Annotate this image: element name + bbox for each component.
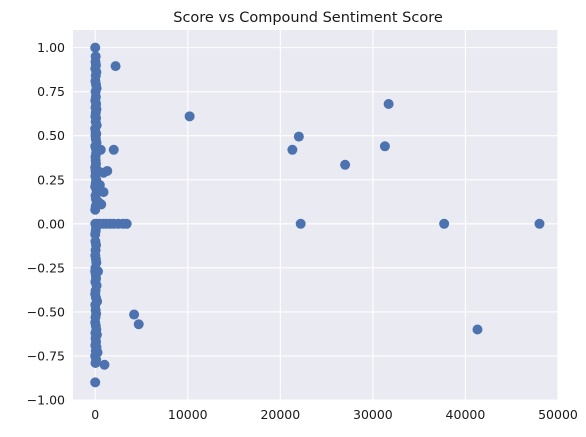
data-point (108, 144, 119, 155)
data-point (90, 42, 101, 53)
data-point (98, 187, 109, 198)
data-point (90, 358, 101, 368)
data-point (287, 144, 298, 155)
data-point (472, 324, 483, 335)
x-tick-label: 50000 (538, 407, 578, 422)
y-tick-label: −0.75 (27, 348, 65, 363)
data-point (90, 229, 101, 240)
data-points (90, 42, 545, 388)
y-tick-label: −0.25 (27, 260, 65, 275)
y-tick-label: 0.25 (37, 172, 65, 187)
data-point (133, 319, 144, 330)
data-point (439, 218, 450, 229)
data-point (99, 359, 110, 370)
data-point (184, 111, 195, 122)
y-tick-label: 0.00 (37, 216, 65, 231)
y-axis-ticks: −1.00 −0.75 −0.50 −0.25 0.00 0.25 0.50 0.75 1.00 (27, 40, 65, 407)
chart-title: Score vs Compound Sentiment Score (173, 10, 443, 26)
data-point (102, 165, 113, 176)
data-point (534, 218, 545, 229)
y-tick-label: −1.00 (27, 393, 65, 408)
x-axis-ticks: 0 10000 20000 30000 40000 50000 (91, 407, 578, 422)
plot-area (73, 30, 558, 400)
x-tick-label: 0 (91, 407, 99, 422)
x-tick-label: 10000 (168, 407, 208, 422)
x-tick-label: 30000 (353, 407, 393, 422)
y-tick-label: −0.50 (27, 304, 65, 319)
data-point (379, 141, 390, 152)
y-tick-label: 0.50 (37, 128, 65, 143)
y-tick-label: 0.75 (37, 84, 65, 99)
data-point (293, 131, 304, 142)
x-tick-label: 40000 (446, 407, 486, 422)
data-point (383, 99, 394, 109)
data-point (90, 204, 101, 215)
data-point (110, 61, 121, 72)
grid-lines (73, 30, 559, 401)
x-tick-label: 20000 (260, 407, 300, 422)
data-point (129, 309, 140, 320)
data-point (340, 159, 351, 170)
data-point (295, 218, 306, 229)
data-point (121, 218, 132, 229)
data-point (90, 377, 101, 388)
y-tick-label: 1.00 (37, 40, 65, 55)
